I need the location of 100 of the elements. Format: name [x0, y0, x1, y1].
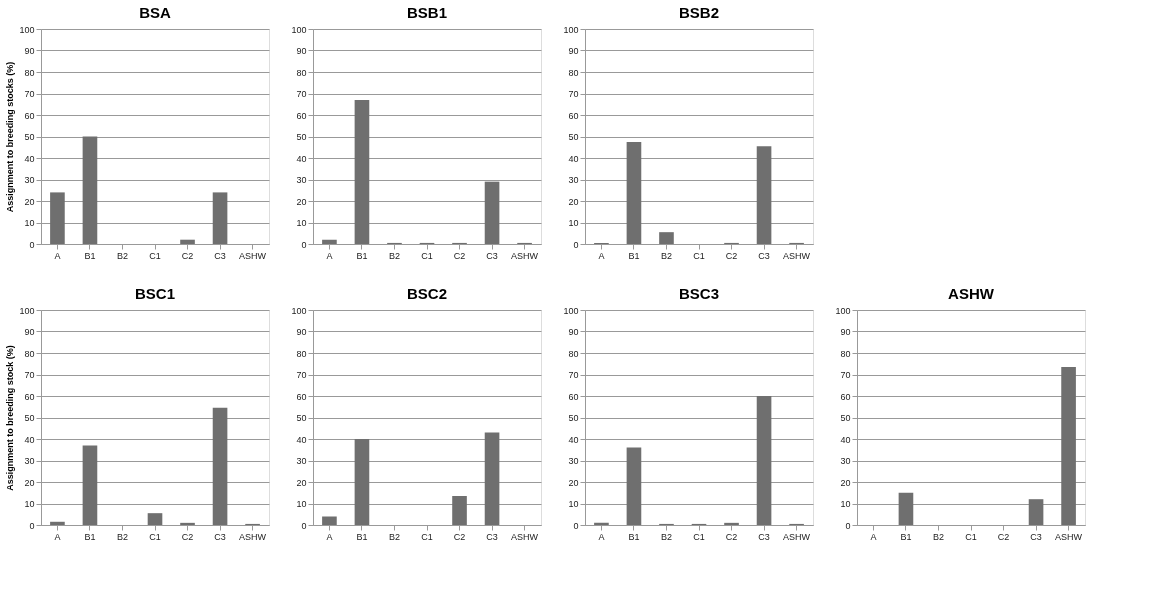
y-tick-label: 70 [568, 89, 579, 99]
y-tick-label: 70 [296, 370, 307, 380]
x-tick-label: C2 [181, 531, 194, 542]
y-tick-label: 100 [291, 24, 307, 35]
y-tick-label: 0 [845, 520, 851, 531]
y-tick-label: 80 [840, 348, 851, 359]
x-tick-label: A [326, 531, 333, 542]
y-tick-label: 80 [568, 348, 579, 359]
y-tick-label: 40 [24, 153, 35, 164]
bar [452, 495, 467, 525]
y-tick-label: 30 [296, 175, 307, 185]
y-tick-label: 40 [24, 434, 35, 445]
bar [898, 492, 914, 525]
x-tick-label: ASHW [239, 531, 267, 542]
bar [1028, 499, 1044, 525]
y-tick-label: 80 [568, 67, 579, 78]
x-tick-label: ASHW [783, 531, 811, 542]
y-tick-label: 10 [568, 218, 579, 228]
bar [354, 99, 370, 244]
x-tick-label: C3 [214, 531, 226, 542]
y-tick-label: 0 [301, 239, 307, 250]
bar [322, 239, 337, 244]
bar [354, 439, 370, 525]
bar [626, 141, 642, 244]
y-tick-label: 30 [840, 456, 851, 466]
y-tick-label: 30 [24, 175, 35, 185]
x-tick-label: C1 [693, 531, 705, 542]
y-tick-label: 30 [568, 456, 579, 466]
y-tick-label: 90 [296, 46, 307, 56]
x-tick-label: ASHW [511, 250, 539, 261]
chart-title: BSB1 [406, 4, 448, 21]
bar [82, 136, 98, 244]
x-tick-label: C1 [965, 531, 977, 542]
y-tick-label: 10 [296, 499, 307, 509]
x-tick-label: B1 [84, 250, 96, 261]
x-tick-label: C3 [758, 250, 770, 261]
y-tick-label: 20 [568, 196, 579, 207]
x-tick-label: A [54, 250, 61, 261]
x-tick-label: C2 [453, 250, 466, 261]
y-tick-label: 10 [840, 499, 851, 509]
x-tick-label: B2 [388, 531, 400, 542]
x-tick-label: C2 [181, 250, 194, 261]
bar [484, 432, 500, 525]
y-tick-label: 10 [296, 218, 307, 228]
chart-title: BSC1 [134, 285, 176, 302]
chart-title: BSB2 [678, 4, 720, 21]
bar [322, 516, 337, 525]
y-axis-title: Assignment to breeding stocks (%) [5, 61, 16, 213]
y-tick-label: 20 [24, 477, 35, 488]
y-tick-label: 50 [296, 413, 307, 423]
y-tick-label: 60 [568, 391, 579, 402]
y-tick-label: 90 [24, 327, 35, 337]
bar [659, 232, 674, 244]
bar [212, 407, 228, 525]
x-tick-label: C1 [693, 250, 705, 261]
y-tick-label: 20 [296, 196, 307, 207]
x-tick-label: C2 [997, 531, 1010, 542]
x-tick-label: C1 [149, 531, 161, 542]
x-tick-label: B2 [660, 250, 672, 261]
chart-title: ASHW [948, 285, 995, 302]
y-tick-label: 40 [840, 434, 851, 445]
x-tick-label: ASHW [511, 531, 539, 542]
y-tick-label: 20 [840, 477, 851, 488]
x-tick-label: A [870, 531, 877, 542]
y-tick-label: 80 [296, 348, 307, 359]
bar [484, 181, 500, 244]
x-tick-label: B2 [116, 250, 128, 261]
y-axis-title: Assignment to breeding stock (%) [5, 345, 16, 491]
y-tick-label: 70 [24, 370, 35, 380]
y-tick-label: 70 [568, 370, 579, 380]
x-tick-label: B2 [932, 531, 944, 542]
bar [147, 513, 163, 525]
x-tick-label: ASHW [239, 250, 267, 261]
y-tick-label: 60 [840, 391, 851, 402]
y-tick-label: 10 [568, 499, 579, 509]
chart-title: BSC2 [406, 285, 448, 302]
bar [180, 239, 195, 244]
y-tick-label: 60 [296, 110, 307, 121]
bar [594, 522, 609, 525]
y-tick-label: 80 [24, 67, 35, 78]
x-tick-label: C2 [453, 531, 466, 542]
y-tick-label: 60 [568, 110, 579, 121]
x-tick-label: B1 [84, 531, 96, 542]
x-tick-label: C3 [486, 531, 498, 542]
y-tick-label: 100 [19, 305, 35, 316]
y-tick-label: 90 [568, 46, 579, 56]
y-tick-label: 0 [573, 239, 579, 250]
x-tick-label: C3 [214, 250, 226, 261]
y-tick-label: 50 [296, 132, 307, 142]
y-tick-label: 0 [573, 520, 579, 531]
y-tick-label: 100 [563, 24, 579, 35]
y-tick-label: 10 [24, 499, 35, 509]
y-tick-label: 30 [568, 175, 579, 185]
y-tick-label: 0 [29, 520, 35, 531]
y-tick-label: 0 [301, 520, 307, 531]
bar [82, 445, 98, 525]
y-tick-label: 60 [24, 110, 35, 121]
y-tick-label: 90 [840, 327, 851, 337]
x-tick-label: C1 [421, 250, 433, 261]
y-tick-label: 50 [840, 413, 851, 423]
